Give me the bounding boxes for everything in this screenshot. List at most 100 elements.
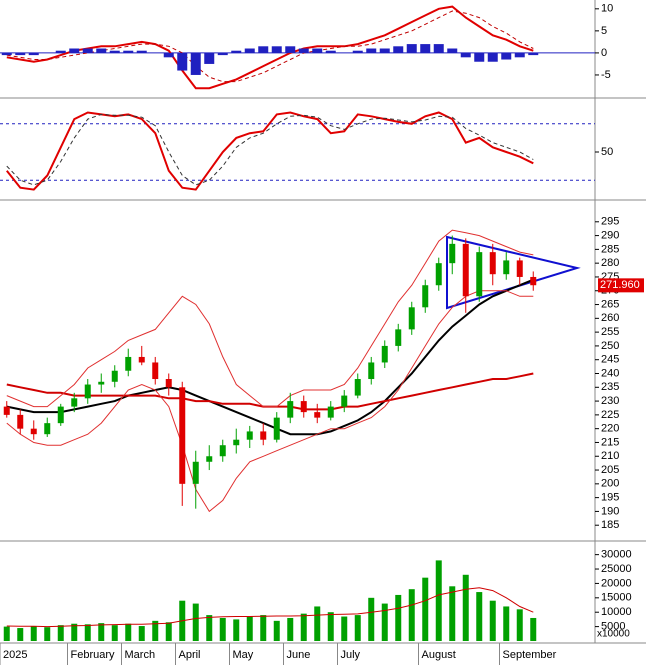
histogram-bar <box>217 52 228 56</box>
histogram-bar <box>379 48 390 53</box>
candle-body <box>260 431 267 440</box>
candle-body <box>206 456 213 462</box>
histogram-bar <box>163 52 174 58</box>
histogram-bar <box>204 52 215 64</box>
volume-bar <box>489 600 496 641</box>
histogram-bar <box>258 46 269 53</box>
candle-body <box>503 260 510 275</box>
oscillator-line <box>6 113 534 186</box>
candle-body <box>233 439 240 446</box>
candle-body <box>530 276 537 286</box>
histogram-bar <box>433 44 444 53</box>
histogram-bar <box>177 52 188 71</box>
histogram-bar <box>244 48 255 53</box>
y-tick-label: 250 <box>601 340 619 352</box>
candle-body <box>368 362 375 380</box>
x-tick-label: March <box>125 649 156 661</box>
y-tick-label: 15000 <box>601 592 632 604</box>
histogram-bar <box>447 48 458 53</box>
volume-bar <box>516 609 523 641</box>
histogram-bar <box>123 50 134 53</box>
oscillator-line <box>6 111 534 191</box>
volume-bar <box>233 619 240 641</box>
y-tick-label: 0 <box>601 47 607 59</box>
candle-body <box>516 260 523 277</box>
x-tick-label: August <box>422 649 456 661</box>
candle-body <box>44 423 51 435</box>
y-tick-label: 240 <box>601 367 619 379</box>
histogram-bar <box>82 48 93 53</box>
volume-bar <box>435 560 442 641</box>
volume-bar <box>341 616 348 641</box>
y-tick-label: 215 <box>601 436 619 448</box>
y-tick-label: 185 <box>601 519 619 531</box>
histogram-bar <box>109 50 120 53</box>
unit-label: x10000 <box>597 629 630 640</box>
volume-bar <box>246 616 253 641</box>
volume-bar <box>165 622 172 641</box>
volume-bar <box>3 626 10 641</box>
y-tick-label: 205 <box>601 464 619 476</box>
y-tick-label: 255 <box>601 326 619 338</box>
candle-body <box>395 329 402 346</box>
candle-body <box>219 445 226 457</box>
y-tick-label: 200 <box>601 478 619 490</box>
histogram-bar <box>460 52 471 58</box>
volume-bar <box>57 625 64 641</box>
volume-bar <box>273 620 280 641</box>
volume-bar <box>476 592 483 641</box>
indicator-line <box>6 5 534 90</box>
y-tick-label: 210 <box>601 450 619 462</box>
histogram-bar <box>190 52 201 75</box>
candle-body <box>287 401 294 418</box>
candle-body <box>476 252 483 297</box>
x-tick-label: May <box>233 649 254 661</box>
indicator-line <box>6 10 534 83</box>
volume-bar <box>287 617 294 641</box>
candle-body <box>179 387 186 484</box>
candle-body <box>30 428 37 435</box>
volume-bar <box>354 615 361 641</box>
y-tick-label: -5 <box>601 69 611 81</box>
histogram-bar <box>312 48 323 53</box>
histogram-bar <box>487 52 498 62</box>
histogram-bar <box>501 52 512 60</box>
candle-body <box>273 417 280 440</box>
y-tick-label: 10000 <box>601 606 632 618</box>
y-tick-label: 230 <box>601 395 619 407</box>
candle-body <box>3 406 10 415</box>
volume-bar <box>219 617 226 641</box>
histogram-bar <box>528 52 539 56</box>
y-tick-label: 25000 <box>601 563 632 575</box>
overlay-line <box>6 278 534 436</box>
y-tick-label: 5 <box>601 25 607 37</box>
candle-body <box>138 356 145 363</box>
histogram-bar <box>285 46 296 53</box>
candle-body <box>354 379 361 396</box>
candle-body <box>246 431 253 440</box>
volume-bar <box>368 597 375 641</box>
candle-body <box>84 384 91 399</box>
histogram-bar <box>15 52 26 56</box>
volume-bar <box>422 577 429 641</box>
y-tick-label: 285 <box>601 243 619 255</box>
y-tick-label: 220 <box>601 423 619 435</box>
histogram-bar <box>271 46 282 53</box>
volume-bar <box>408 589 415 641</box>
y-tick-label: 5000 <box>601 621 625 633</box>
x-tick-label: June <box>287 649 311 661</box>
volume-bar <box>125 623 132 641</box>
histogram-bar <box>136 50 147 53</box>
y-tick-label: 260 <box>601 312 619 324</box>
volume-bar <box>462 574 469 641</box>
histogram-bar <box>514 52 525 58</box>
volume-bar <box>152 620 159 641</box>
volume-bar <box>192 603 199 641</box>
y-tick-label: 235 <box>601 381 619 393</box>
volume-bar <box>44 627 51 641</box>
candle-body <box>98 381 105 385</box>
last-price-box <box>598 278 644 293</box>
y-tick-label: 265 <box>601 298 619 310</box>
histogram-bar <box>28 52 39 56</box>
candle-body <box>462 243 469 297</box>
